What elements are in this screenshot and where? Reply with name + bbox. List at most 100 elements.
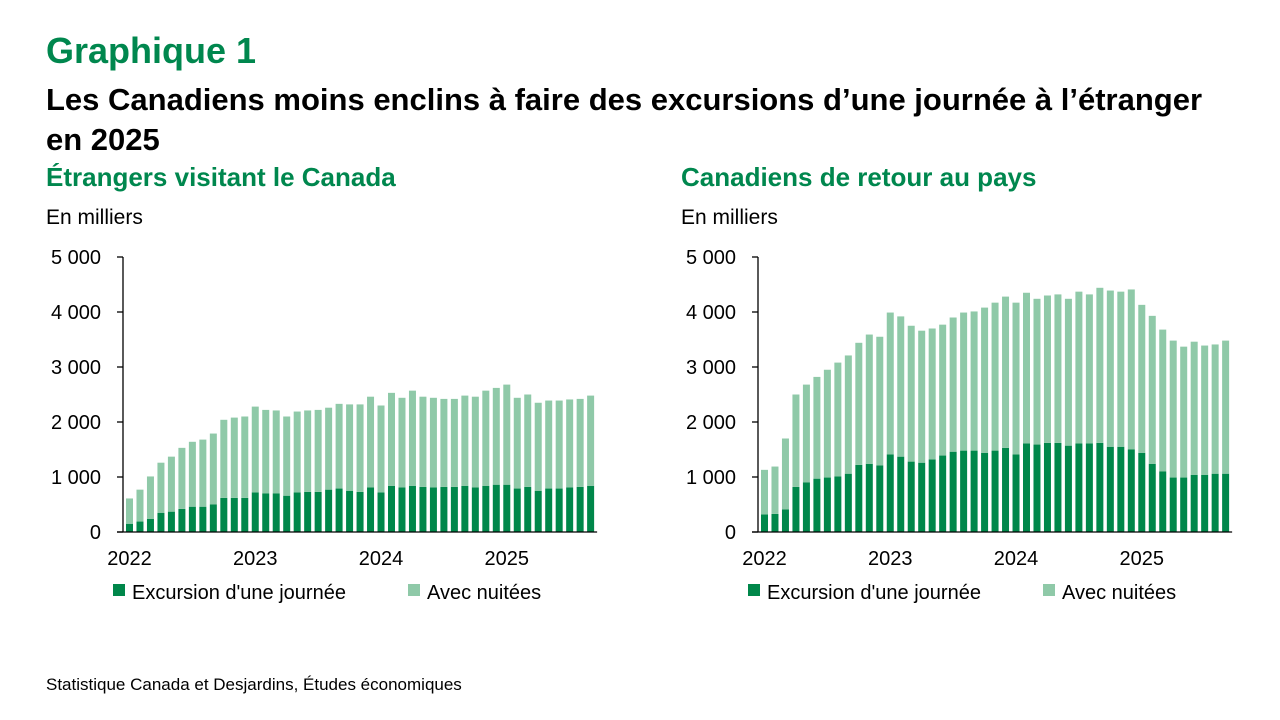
bar-day-trip <box>377 492 385 532</box>
bar-overnight <box>1180 346 1188 478</box>
bar-day-trip <box>844 473 852 532</box>
bar-day-trip <box>346 490 354 532</box>
bar-overnight <box>844 355 852 474</box>
bar-day-trip <box>367 487 375 532</box>
y-tick-label: 5 000 <box>51 247 101 269</box>
source-note: Statistique Canada et Desjardins, Études… <box>46 675 462 694</box>
bar-overnight <box>886 312 894 455</box>
y-tick-label: 0 <box>90 522 101 544</box>
bar-day-trip <box>897 456 905 532</box>
bar-overnight <box>440 398 448 487</box>
bar-day-trip <box>450 486 458 532</box>
y-tick-label: 4 000 <box>51 302 101 324</box>
bar-overnight <box>367 396 375 488</box>
bar-day-trip <box>949 451 957 532</box>
bar-overnight <box>450 398 458 487</box>
bar-overnight <box>199 439 207 507</box>
bar-day-trip <box>1180 477 1188 532</box>
bar-day-trip <box>865 463 873 532</box>
bar-overnight <box>928 328 936 460</box>
bar-day-trip <box>419 486 427 532</box>
left-chart-unit: En milliers <box>46 206 143 229</box>
bar-day-trip <box>1085 443 1093 532</box>
legend-swatch-overnight <box>1043 584 1055 596</box>
legend-swatch-overnight <box>408 584 420 596</box>
bar-overnight <box>1043 295 1051 443</box>
bar-overnight <box>429 397 437 488</box>
bar-day-trip <box>792 486 800 532</box>
bar-overnight <box>1117 291 1125 447</box>
bar-overnight <box>293 411 301 493</box>
bar-overnight <box>388 392 395 486</box>
legend-swatch-day-trip <box>748 584 760 596</box>
x-tick-label: 2025 <box>1120 548 1165 570</box>
bar-overnight <box>1023 292 1030 444</box>
bar-overnight <box>545 400 553 489</box>
bar-day-trip <box>167 511 175 532</box>
bar-day-trip <box>1075 443 1083 532</box>
bar-day-trip <box>1043 442 1051 532</box>
bar-overnight <box>157 462 165 513</box>
bar-overnight <box>813 376 821 479</box>
bar-overnight <box>1138 304 1146 453</box>
bar-overnight <box>587 395 595 486</box>
x-tick-label: 2022 <box>742 548 787 570</box>
bar-day-trip <box>398 487 406 532</box>
x-tick-label: 2025 <box>485 548 530 570</box>
bar-day-trip <box>1054 442 1062 532</box>
bar-overnight <box>1190 341 1198 475</box>
bar-day-trip <box>408 485 416 532</box>
bar-overnight <box>524 394 532 487</box>
bar-overnight <box>1127 289 1135 450</box>
bar-day-trip <box>566 487 574 532</box>
bar-overnight <box>1075 291 1083 444</box>
bar-day-trip <box>1012 454 1020 532</box>
bar-day-trip <box>429 487 437 532</box>
bar-overnight <box>555 400 563 489</box>
bar-day-trip <box>781 509 789 532</box>
bar-day-trip <box>482 485 490 532</box>
bar-day-trip <box>1169 477 1177 532</box>
bar-day-trip <box>220 497 228 532</box>
bar-day-trip <box>587 485 595 532</box>
bar-overnight <box>377 405 385 493</box>
bar-overnight <box>126 498 133 524</box>
bar-overnight <box>178 447 186 509</box>
bar-overnight <box>865 334 873 464</box>
bar-overnight <box>823 369 831 478</box>
bar-overnight <box>1085 294 1093 444</box>
bar-day-trip <box>555 488 563 532</box>
bar-day-trip <box>293 492 301 532</box>
right-chart-title: Canadiens de retour au pays <box>681 162 1037 192</box>
y-tick-label: 2 000 <box>51 412 101 434</box>
bar-day-trip <box>834 476 842 532</box>
bar-overnight <box>949 317 957 452</box>
bar-day-trip <box>960 450 968 532</box>
bar-day-trip <box>1064 445 1072 532</box>
bar-day-trip <box>440 486 448 532</box>
bar-day-trip <box>545 488 553 532</box>
bar-day-trip <box>251 492 259 532</box>
y-tick-label: 1 000 <box>51 467 101 489</box>
bar-day-trip <box>1159 471 1167 532</box>
bar-day-trip <box>199 506 207 532</box>
bar-day-trip <box>802 482 810 532</box>
bar-day-trip <box>230 497 238 532</box>
y-tick-label: 3 000 <box>51 357 101 379</box>
bar-overnight <box>419 396 427 487</box>
right-chart: 0 1 000 2 000 3 000 4 000 5 000 2022 2023 2024 20… <box>686 247 1233 604</box>
bar-day-trip <box>283 495 291 532</box>
bar-day-trip <box>1201 474 1209 532</box>
y-tick-label: 4 000 <box>686 302 736 324</box>
bar-overnight <box>492 387 500 485</box>
bar-overnight <box>283 416 291 496</box>
bar-day-trip <box>461 485 469 532</box>
y-tick-label: 0 <box>725 522 736 544</box>
bar-day-trip <box>981 452 989 532</box>
bar-overnight <box>834 362 842 477</box>
bar-day-trip <box>188 506 196 532</box>
bar-day-trip <box>513 488 521 532</box>
bar-day-trip <box>388 485 395 532</box>
chart-kicker: Graphique 1 <box>46 30 257 71</box>
bar-day-trip <box>1106 446 1114 532</box>
